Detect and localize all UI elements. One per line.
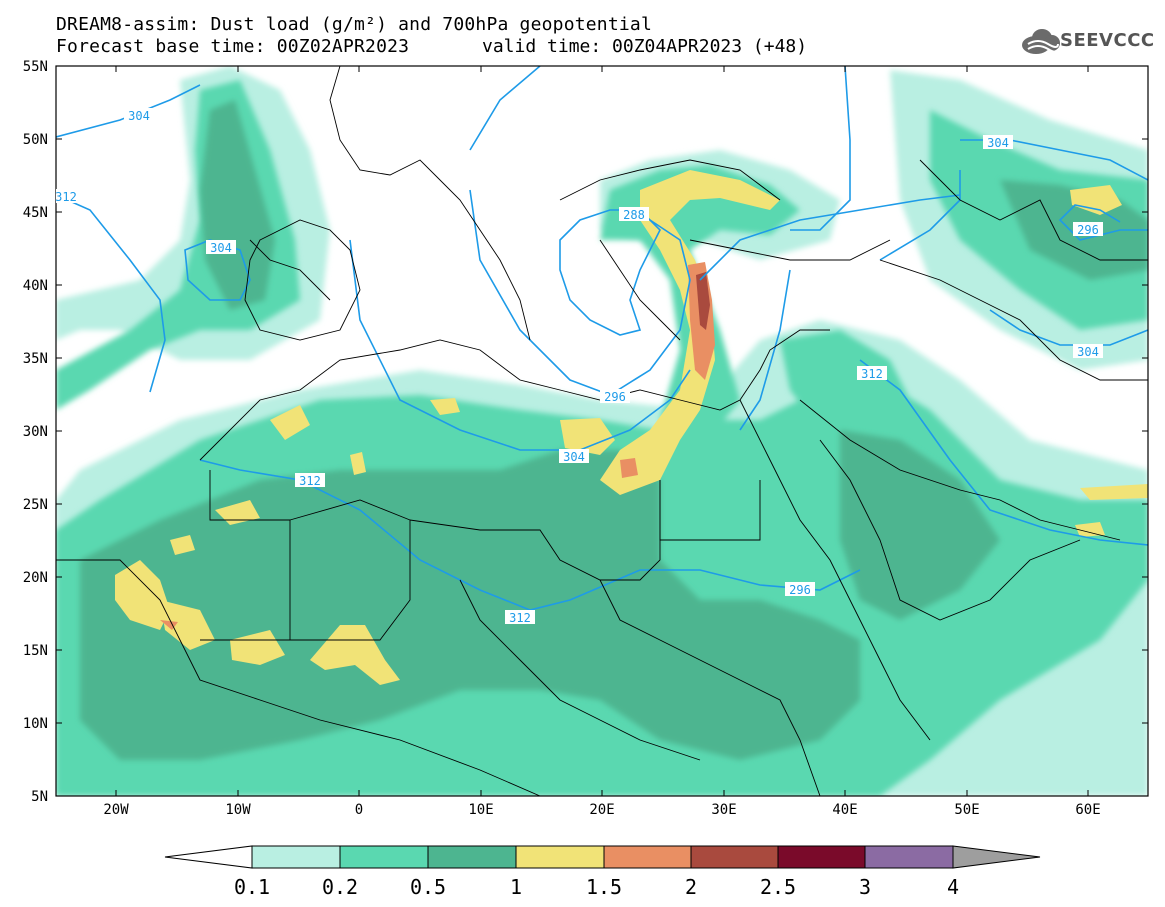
valid-time: valid time: 00Z04APR2023 (+48) [482, 36, 808, 57]
geopotential-contours [56, 66, 1148, 611]
colorbar-swatch [251, 845, 341, 869]
colorbar-label: 1 [510, 875, 522, 899]
lat-label: 40N [23, 278, 48, 294]
contour-label: 304 [210, 241, 232, 255]
contour-label: 296 [604, 390, 626, 404]
lat-ticks [56, 65, 1148, 724]
map-frame [55, 65, 1149, 797]
contour-label: 304 [1077, 345, 1099, 359]
colorbar-swatch [339, 845, 429, 869]
lon-label: 10W [225, 802, 251, 818]
contour-label: 312 [55, 190, 77, 204]
lat-label: 35N [23, 351, 48, 367]
colorbar-swatch [864, 845, 954, 869]
contour-label: 304 [128, 109, 150, 123]
colorbar-low-arrow [164, 845, 253, 869]
logo-text: SEEVCCC [1060, 30, 1155, 51]
contour-label: 304 [563, 450, 585, 464]
map-title: DREAM8-assim: Dust load (g/m²) and 700hP… [56, 14, 652, 35]
colorbar-high-arrow [952, 845, 1041, 869]
lon-label: 20E [589, 802, 614, 818]
colorbar-swatch [427, 845, 517, 869]
coastlines-borders [56, 66, 1148, 796]
colorbar-label: 0.2 [322, 875, 358, 899]
colorbar-label: 4 [947, 875, 959, 899]
lat-label: 5N [31, 789, 48, 805]
lon-label: 0 [355, 802, 363, 818]
lon-label: 60E [1075, 802, 1100, 818]
cloud-logo-icon [1022, 29, 1060, 54]
contour-label: 296 [789, 583, 811, 597]
lat-label: 15N [23, 643, 48, 659]
forecast-base-time: Forecast base time: 00Z02APR2023 [56, 36, 410, 57]
contour-label: 304 [987, 136, 1009, 150]
colorbar-label: 1.5 [586, 875, 622, 899]
lat-label: 50N [23, 132, 48, 148]
lon-label: 50E [954, 802, 979, 818]
lat-label: 10N [23, 716, 48, 732]
colorbar [164, 845, 1041, 869]
lon-label: 30E [711, 802, 736, 818]
colorbar-label: 0.5 [410, 875, 446, 899]
lat-label: 20N [23, 570, 48, 586]
lat-label: 55N [23, 59, 48, 75]
dust-load-field [56, 66, 1148, 796]
lon-label: 40E [832, 802, 857, 818]
colorbar-swatch [603, 845, 692, 869]
colorbar-swatch [515, 845, 605, 869]
colorbar-label: 0.1 [234, 875, 270, 899]
colorbar-label: 3 [859, 875, 871, 899]
lon-label: 10E [468, 802, 493, 818]
colorbar-label: 2.5 [760, 875, 796, 899]
colorbar-label: 2 [685, 875, 697, 899]
contour-label: 312 [509, 611, 531, 625]
colorbar-swatch [777, 845, 866, 869]
lat-label: 30N [23, 424, 48, 440]
contour-label: 296 [1077, 223, 1099, 237]
lat-label: 25N [23, 497, 48, 513]
contour-label: 312 [861, 367, 883, 381]
lon-label: 20W [103, 802, 129, 818]
contour-label: 312 [299, 474, 321, 488]
contour-label: 288 [623, 208, 645, 222]
lon-ticks [115, 66, 1089, 796]
colorbar-swatch [690, 845, 779, 869]
lat-label: 45N [23, 205, 48, 221]
